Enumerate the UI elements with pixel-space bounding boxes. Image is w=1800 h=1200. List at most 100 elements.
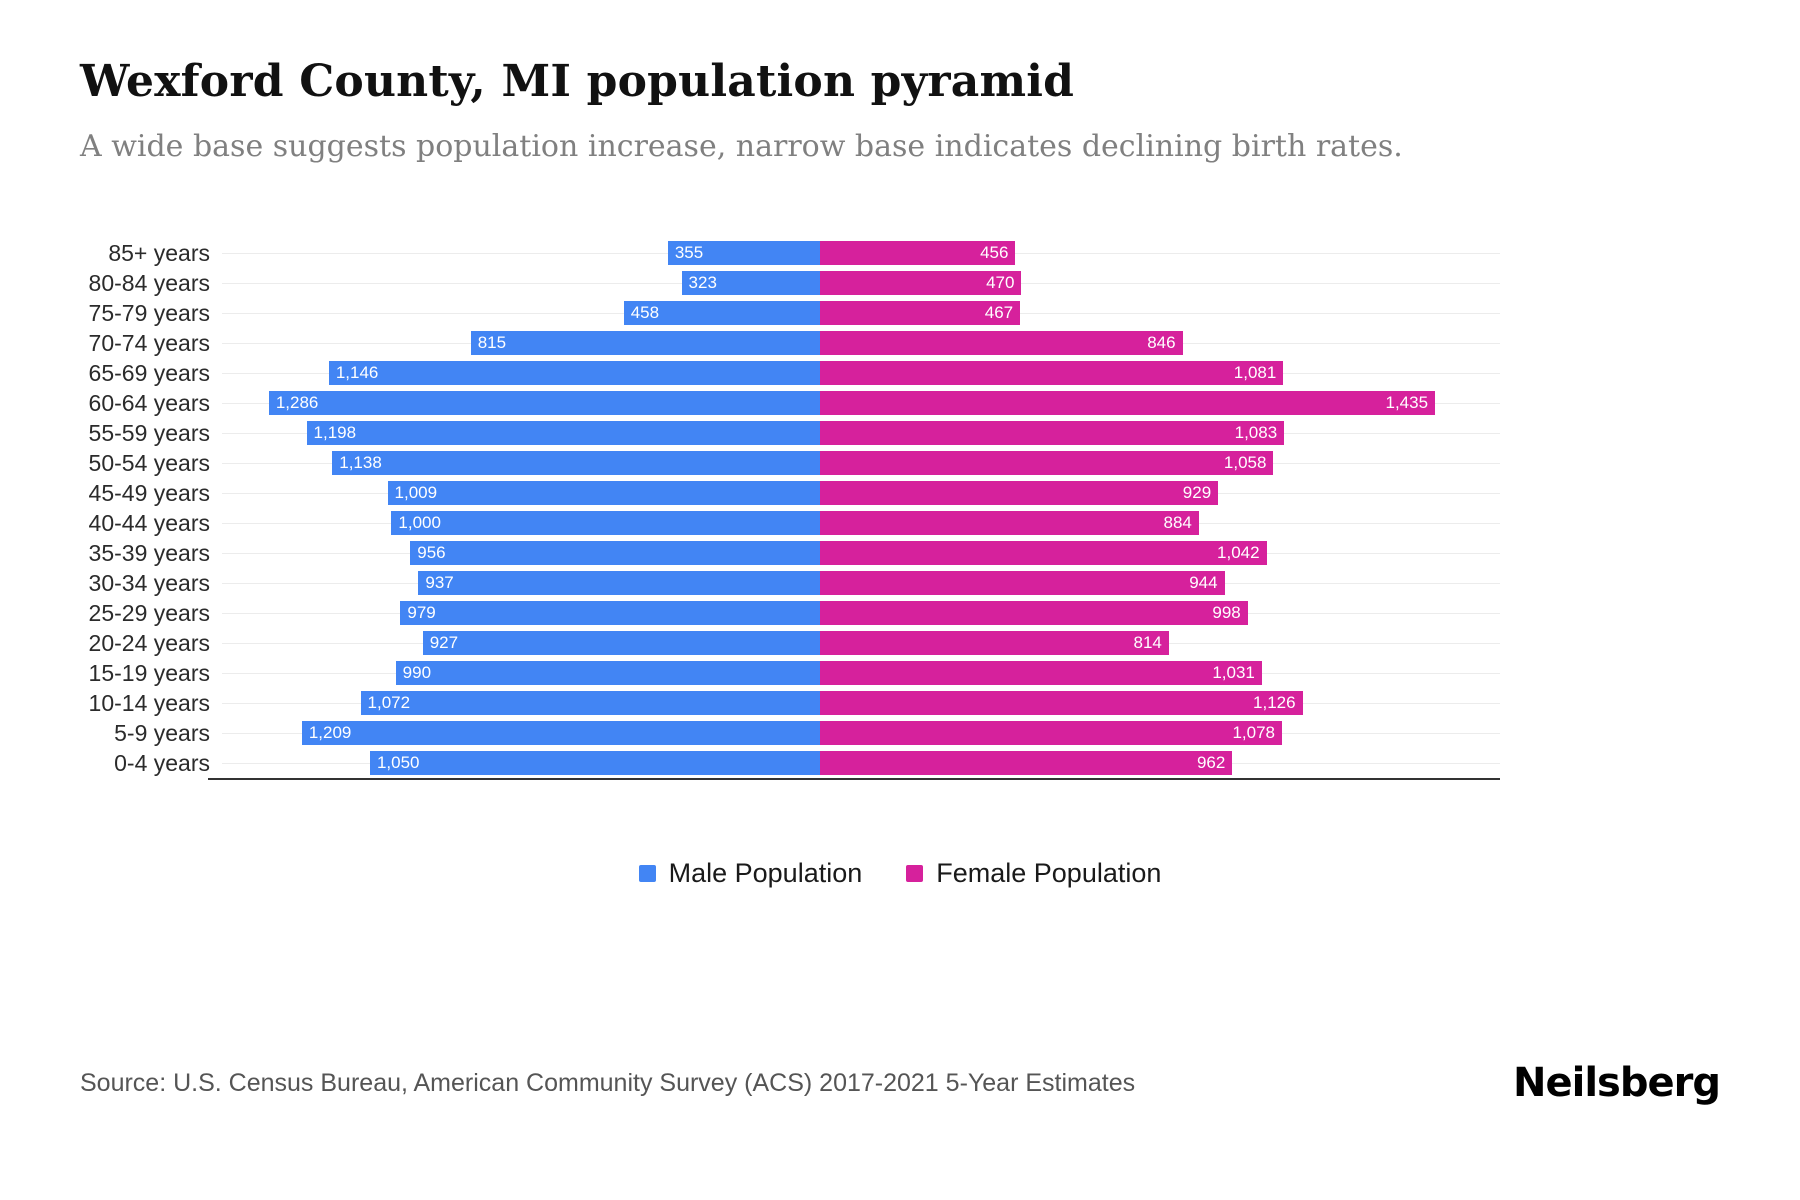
pyramid-row: 60-64 years 1,286 1,435 bbox=[80, 388, 1720, 418]
male-value-label: 1,209 bbox=[308, 723, 352, 742]
pyramid-row: 30-34 years 937 944 bbox=[80, 568, 1720, 598]
female-value-label: 1,058 bbox=[1223, 453, 1267, 472]
female-bar[interactable]: 1,031 bbox=[820, 661, 1262, 685]
male-bar[interactable]: 927 bbox=[422, 631, 820, 655]
male-value-label: 927 bbox=[429, 633, 459, 652]
age-group-label: 25-29 years bbox=[88, 599, 210, 626]
row-plot-area: 1,198 1,083 bbox=[222, 418, 1500, 448]
female-bar[interactable]: 470 bbox=[820, 271, 1022, 295]
age-group-label: 15-19 years bbox=[88, 659, 210, 686]
female-bar[interactable]: 456 bbox=[820, 241, 1016, 265]
female-bar[interactable]: 884 bbox=[820, 511, 1199, 535]
age-group-label: 65-69 years bbox=[88, 359, 210, 386]
male-value-label: 323 bbox=[688, 273, 717, 292]
legend: Male Population Female Population bbox=[80, 858, 1720, 889]
male-bar[interactable]: 1,009 bbox=[387, 481, 820, 505]
chart-footer: Source: U.S. Census Bureau, American Com… bbox=[0, 1060, 1800, 1106]
male-value-label: 355 bbox=[674, 243, 704, 262]
male-bar[interactable]: 323 bbox=[681, 271, 820, 295]
age-group-label: 10-14 years bbox=[88, 689, 210, 716]
male-bar[interactable]: 937 bbox=[418, 571, 820, 595]
female-value-label: 1,435 bbox=[1385, 393, 1429, 412]
pyramid-row: 75-79 years 458 467 bbox=[80, 298, 1720, 328]
female-bar[interactable]: 467 bbox=[820, 301, 1021, 325]
row-plot-area: 1,009 929 bbox=[222, 478, 1500, 508]
pyramid-row: 10-14 years 1,072 1,126 bbox=[80, 688, 1720, 718]
age-group-label: 20-24 years bbox=[88, 629, 210, 656]
female-value-label: 1,126 bbox=[1253, 693, 1296, 712]
female-bar[interactable]: 846 bbox=[820, 331, 1183, 355]
row-plot-area: 1,286 1,435 bbox=[222, 388, 1500, 418]
female-series-swatch-icon bbox=[906, 865, 924, 882]
male-bar[interactable]: 1,050 bbox=[369, 751, 820, 775]
female-bar[interactable]: 929 bbox=[820, 481, 1219, 505]
male-bar[interactable]: 355 bbox=[667, 241, 820, 265]
male-bar[interactable]: 1,198 bbox=[306, 421, 820, 445]
female-value-label: 467 bbox=[984, 303, 1014, 322]
female-bar[interactable]: 1,042 bbox=[820, 541, 1267, 565]
pyramid-row: 0-4 years 1,050 962 bbox=[80, 748, 1720, 778]
legend-item-male[interactable]: Male Population bbox=[638, 858, 863, 889]
male-bar[interactable]: 1,072 bbox=[360, 691, 820, 715]
legend-label-male: Male Population bbox=[668, 858, 863, 888]
male-value-label: 1,146 bbox=[335, 363, 379, 382]
age-group-label: 0-4 years bbox=[114, 749, 210, 776]
pyramid-row: 15-19 years 990 1,031 bbox=[80, 658, 1720, 688]
pyramid-row: 40-44 years 1,000 884 bbox=[80, 508, 1720, 538]
age-group-label: 30-34 years bbox=[88, 569, 210, 596]
male-bar[interactable]: 1,209 bbox=[301, 721, 820, 745]
male-bar[interactable]: 1,000 bbox=[391, 511, 820, 535]
row-plot-area: 1,050 962 bbox=[222, 748, 1500, 778]
male-bar[interactable]: 458 bbox=[623, 301, 820, 325]
female-value-label: 1,083 bbox=[1234, 423, 1278, 442]
female-value-label: 1,042 bbox=[1217, 543, 1260, 562]
pyramid-row: 25-29 years 979 998 bbox=[80, 598, 1720, 628]
female-bar[interactable]: 998 bbox=[820, 601, 1248, 625]
pyramid-row: 45-49 years 1,009 929 bbox=[80, 478, 1720, 508]
female-value-label: 456 bbox=[980, 243, 1009, 262]
pyramid-row: 35-39 years 956 1,042 bbox=[80, 538, 1720, 568]
row-plot-area: 1,209 1,078 bbox=[222, 718, 1500, 748]
female-value-label: 470 bbox=[986, 273, 1015, 292]
row-plot-area: 458 467 bbox=[222, 298, 1500, 328]
male-bar[interactable]: 979 bbox=[400, 601, 820, 625]
female-bar[interactable]: 1,078 bbox=[820, 721, 1283, 745]
legend-item-female[interactable]: Female Population bbox=[906, 858, 1161, 889]
row-plot-area: 355 456 bbox=[222, 238, 1500, 268]
row-plot-area: 1,072 1,126 bbox=[222, 688, 1500, 718]
age-group-label: 85+ years bbox=[108, 239, 210, 266]
female-value-label: 884 bbox=[1163, 513, 1192, 532]
age-group-label: 45-49 years bbox=[88, 479, 210, 506]
female-bar[interactable]: 1,126 bbox=[820, 691, 1303, 715]
row-plot-area: 990 1,031 bbox=[222, 658, 1500, 688]
pyramid-row: 85+ years 355 456 bbox=[80, 238, 1720, 268]
female-bar[interactable]: 1,435 bbox=[820, 391, 1436, 415]
female-bar[interactable]: 1,081 bbox=[820, 361, 1284, 385]
male-value-label: 990 bbox=[402, 663, 432, 682]
male-bar[interactable]: 1,146 bbox=[328, 361, 820, 385]
pyramid-row: 50-54 years 1,138 1,058 bbox=[80, 448, 1720, 478]
female-bar[interactable]: 1,083 bbox=[820, 421, 1285, 445]
male-value-label: 458 bbox=[630, 303, 660, 322]
age-group-label: 70-74 years bbox=[88, 329, 210, 356]
female-value-label: 1,031 bbox=[1212, 663, 1255, 682]
age-group-label: 35-39 years bbox=[88, 539, 210, 566]
male-bar[interactable]: 1,138 bbox=[332, 451, 820, 475]
female-bar[interactable]: 944 bbox=[820, 571, 1225, 595]
female-bar[interactable]: 814 bbox=[820, 631, 1169, 655]
age-group-label: 40-44 years bbox=[88, 509, 210, 536]
male-bar[interactable]: 956 bbox=[410, 541, 820, 565]
female-bar[interactable]: 1,058 bbox=[820, 451, 1274, 475]
pyramid-row: 65-69 years 1,146 1,081 bbox=[80, 358, 1720, 388]
pyramid-row: 5-9 years 1,209 1,078 bbox=[80, 718, 1720, 748]
male-bar[interactable]: 990 bbox=[395, 661, 820, 685]
male-bar[interactable]: 1,286 bbox=[268, 391, 820, 415]
pyramid-row: 20-24 years 927 814 bbox=[80, 628, 1720, 658]
age-group-label: 60-64 years bbox=[88, 389, 210, 416]
female-bar[interactable]: 962 bbox=[820, 751, 1233, 775]
male-value-label: 979 bbox=[407, 603, 436, 622]
male-bar[interactable]: 815 bbox=[470, 331, 820, 355]
male-value-label: 1,286 bbox=[275, 393, 319, 412]
male-value-label: 1,138 bbox=[339, 453, 382, 472]
